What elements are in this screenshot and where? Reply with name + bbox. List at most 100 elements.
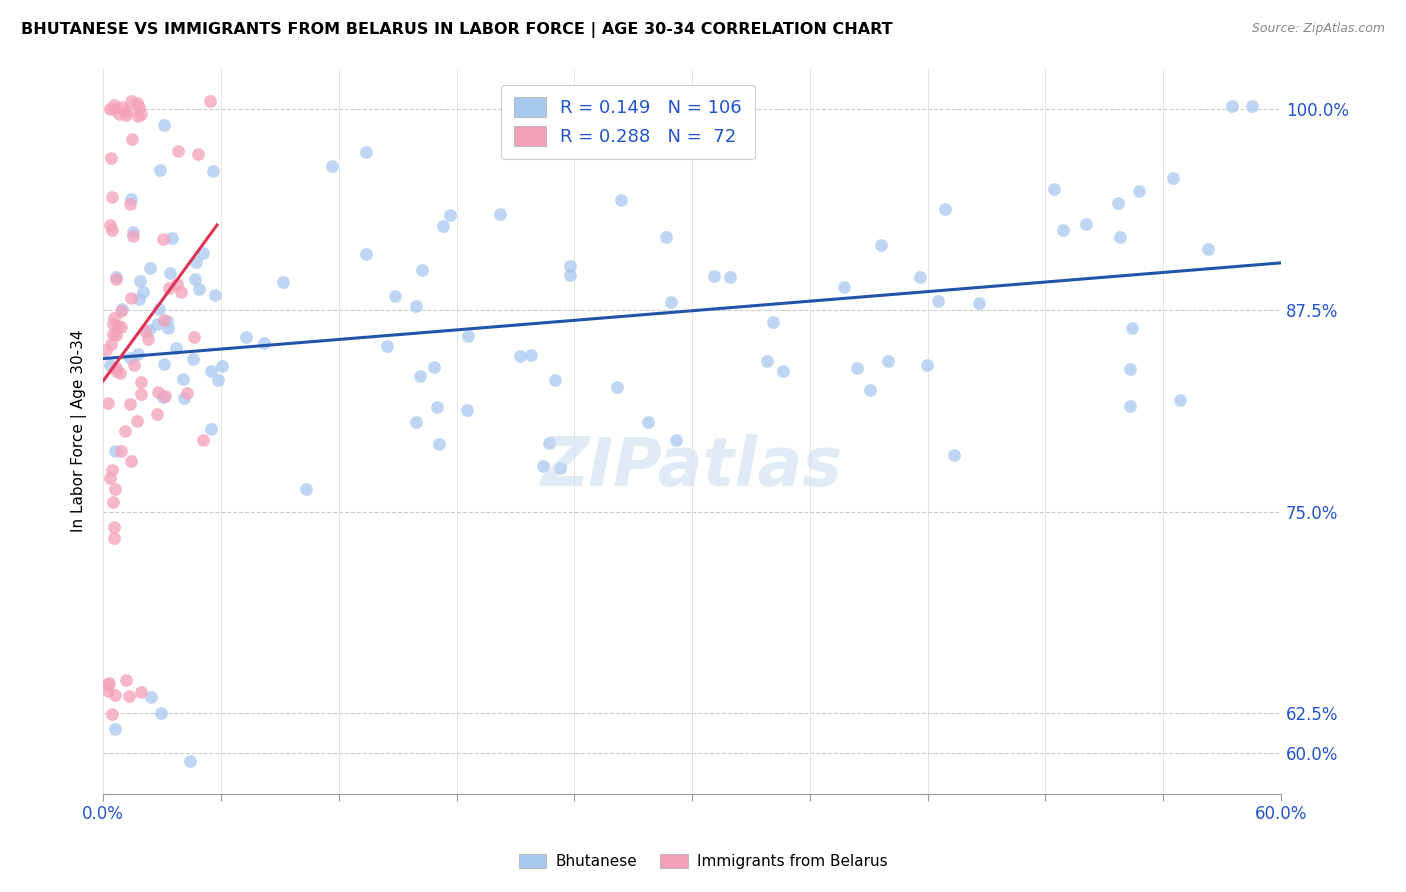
Point — [107, 319, 129, 334]
Point — [107, 107, 129, 121]
Point — [129, 274, 152, 288]
Point — [519, 348, 541, 362]
Point — [153, 357, 176, 371]
Point — [655, 230, 678, 244]
Point — [173, 391, 195, 405]
Point — [405, 415, 427, 429]
Point — [456, 402, 478, 417]
Point — [139, 690, 162, 704]
Point — [129, 685, 152, 699]
Point — [101, 326, 124, 341]
Point — [104, 363, 127, 377]
Point — [179, 755, 201, 769]
Point — [537, 436, 560, 450]
Point — [457, 329, 479, 343]
Point — [114, 673, 136, 688]
Point — [204, 287, 226, 301]
Legend: Bhutanese, Immigrants from Belarus: Bhutanese, Immigrants from Belarus — [513, 847, 893, 875]
Point — [103, 531, 125, 545]
Point — [375, 339, 398, 353]
Point — [148, 302, 170, 317]
Point — [152, 231, 174, 245]
Point — [859, 383, 882, 397]
Point — [105, 272, 128, 286]
Point — [1052, 223, 1074, 237]
Point — [129, 375, 152, 389]
Point — [609, 193, 631, 207]
Point — [927, 294, 949, 309]
Point — [211, 359, 233, 373]
Point — [120, 197, 142, 211]
Point — [411, 262, 433, 277]
Point — [117, 103, 139, 118]
Point — [181, 352, 204, 367]
Point — [104, 327, 127, 342]
Point — [207, 373, 229, 387]
Point — [101, 495, 124, 509]
Point — [659, 295, 682, 310]
Point — [96, 343, 118, 357]
Point — [103, 102, 125, 116]
Point — [200, 422, 222, 436]
Point — [1119, 399, 1142, 413]
Point — [98, 675, 121, 690]
Point — [405, 299, 427, 313]
Point — [98, 471, 121, 485]
Point — [110, 304, 132, 318]
Point — [877, 354, 900, 368]
Point — [1121, 321, 1143, 335]
Point — [98, 102, 121, 116]
Point — [150, 706, 173, 720]
Point — [409, 368, 432, 383]
Point — [934, 202, 956, 216]
Point — [1168, 393, 1191, 408]
Point — [509, 349, 531, 363]
Y-axis label: In Labor Force | Age 30-34: In Labor Force | Age 30-34 — [72, 330, 87, 533]
Point — [832, 280, 855, 294]
Point — [156, 314, 179, 328]
Point — [198, 94, 221, 108]
Point — [544, 373, 567, 387]
Point — [146, 318, 169, 332]
Point — [1128, 184, 1150, 198]
Point — [127, 109, 149, 123]
Point — [356, 145, 378, 160]
Point — [1119, 361, 1142, 376]
Point — [942, 448, 965, 462]
Point — [762, 315, 785, 329]
Point — [489, 207, 512, 221]
Point — [191, 246, 214, 260]
Point — [120, 351, 142, 366]
Point — [114, 424, 136, 438]
Point — [152, 390, 174, 404]
Point — [97, 677, 120, 691]
Point — [120, 291, 142, 305]
Point — [183, 330, 205, 344]
Point — [846, 360, 869, 375]
Point — [104, 482, 127, 496]
Point — [108, 366, 131, 380]
Point — [103, 310, 125, 325]
Point — [157, 320, 180, 334]
Point — [718, 270, 741, 285]
Point — [136, 332, 159, 346]
Point — [129, 106, 152, 120]
Point — [176, 386, 198, 401]
Point — [155, 389, 177, 403]
Point — [772, 364, 794, 378]
Point — [146, 407, 169, 421]
Point — [321, 159, 343, 173]
Point — [129, 387, 152, 401]
Point — [1076, 217, 1098, 231]
Point — [423, 359, 446, 374]
Point — [101, 189, 124, 203]
Point — [149, 163, 172, 178]
Point — [104, 361, 127, 376]
Point — [558, 268, 581, 282]
Point — [908, 270, 931, 285]
Point — [132, 285, 155, 299]
Point — [101, 318, 124, 332]
Point — [101, 223, 124, 237]
Point — [253, 336, 276, 351]
Point — [200, 364, 222, 378]
